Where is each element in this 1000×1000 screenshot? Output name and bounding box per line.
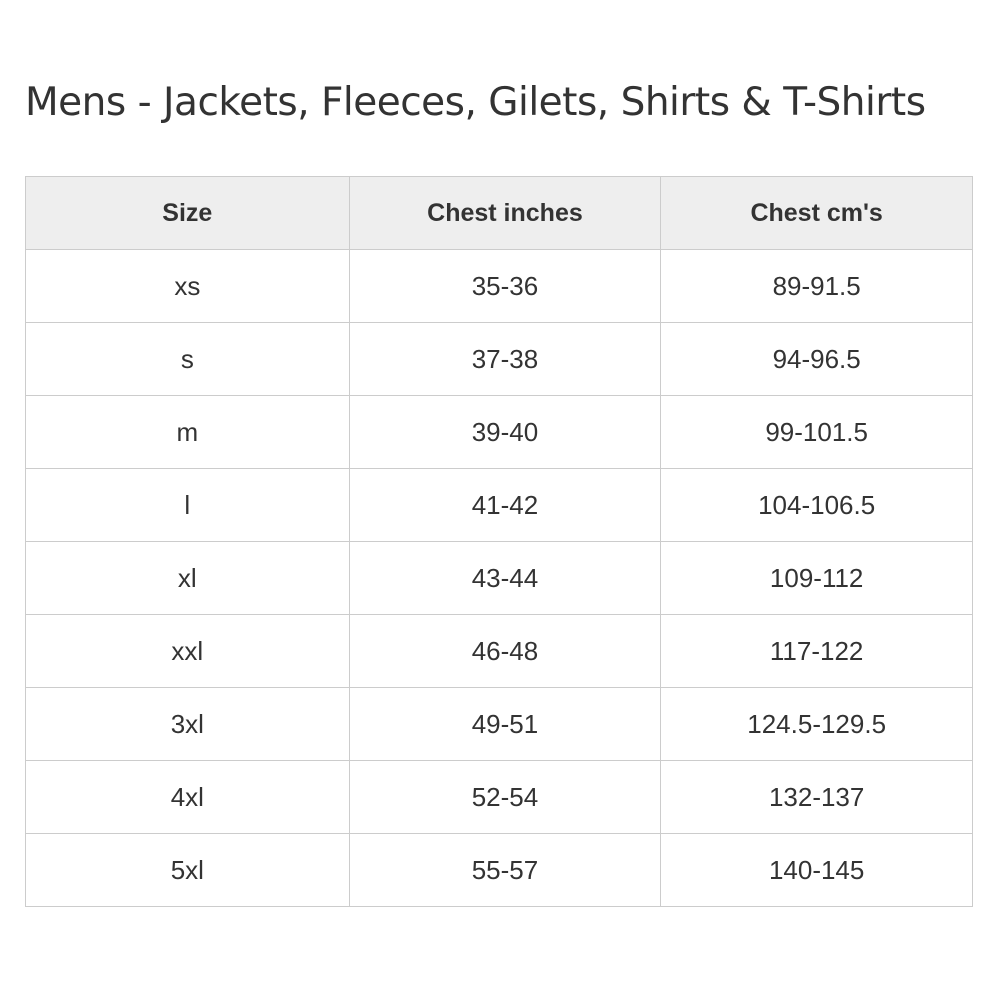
chest-cm-cell: 104-106.5: [660, 468, 973, 542]
chest-inches-cell: 39-40: [348, 395, 662, 469]
table-row: 5xl 55-57 140-145: [25, 833, 973, 907]
table-row: m 39-40 99-101.5: [25, 395, 973, 469]
chest-inches-cell: 41-42: [348, 468, 662, 542]
table-row: xxl 46-48 117-122: [25, 614, 973, 688]
size-cell: 3xl: [25, 687, 350, 761]
size-cell: xl: [25, 541, 350, 615]
table-header-row: Size Chest inches Chest cm's: [25, 176, 973, 250]
chest-inches-cell: 49-51: [348, 687, 662, 761]
header-size: Size: [25, 176, 350, 250]
table-row: 4xl 52-54 132-137: [25, 760, 973, 834]
chest-inches-cell: 43-44: [348, 541, 662, 615]
table-row: xs 35-36 89-91.5: [25, 249, 973, 323]
chest-cm-cell: 124.5-129.5: [660, 687, 973, 761]
size-cell: m: [25, 395, 350, 469]
chest-cm-cell: 109-112: [660, 541, 973, 615]
size-cell: s: [25, 322, 350, 396]
chest-cm-cell: 132-137: [660, 760, 973, 834]
table-row: 3xl 49-51 124.5-129.5: [25, 687, 973, 761]
table-row: xl 43-44 109-112: [25, 541, 973, 615]
page-title: Mens - Jackets, Fleeces, Gilets, Shirts …: [25, 80, 926, 125]
chest-inches-cell: 52-54: [348, 760, 662, 834]
table-row: s 37-38 94-96.5: [25, 322, 973, 396]
chest-inches-cell: 35-36: [348, 249, 662, 323]
chest-cm-cell: 89-91.5: [660, 249, 973, 323]
chest-inches-cell: 37-38: [348, 322, 662, 396]
header-chest-inches: Chest inches: [348, 176, 662, 250]
chest-inches-cell: 46-48: [348, 614, 662, 688]
header-chest-cm: Chest cm's: [660, 176, 973, 250]
chest-inches-cell: 55-57: [348, 833, 662, 907]
chest-cm-cell: 99-101.5: [660, 395, 973, 469]
size-chart-table: Size Chest inches Chest cm's xs 35-36 89-9…: [25, 176, 973, 907]
size-cell: xxl: [25, 614, 350, 688]
chest-cm-cell: 140-145: [660, 833, 973, 907]
chest-cm-cell: 117-122: [660, 614, 973, 688]
size-cell: 4xl: [25, 760, 350, 834]
size-cell: xs: [25, 249, 350, 323]
size-cell: l: [25, 468, 350, 542]
table-row: l 41-42 104-106.5: [25, 468, 973, 542]
size-cell: 5xl: [25, 833, 350, 907]
chest-cm-cell: 94-96.5: [660, 322, 973, 396]
